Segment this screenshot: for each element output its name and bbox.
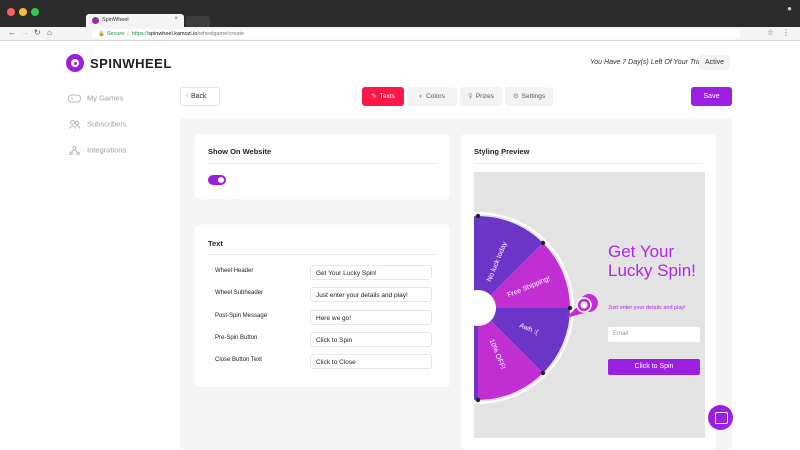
url-path: /wheelgame/create [197,31,244,37]
tab-texts[interactable]: ✎ Texts [362,87,404,106]
back-label: Back [191,93,207,100]
text-settings-title: Text [208,239,223,248]
url-host: spinwheel.kamozi.io [148,31,198,37]
divider [208,254,437,255]
forward-arrow-icon[interactable]: → [21,28,29,37]
pen-icon: ✎ [371,93,377,100]
tab-label: Settings [521,93,546,100]
integrations-icon [69,145,80,155]
sidebar-item-label: Subscribers [87,119,127,129]
home-icon[interactable]: ⌂ [47,28,52,37]
pre-spin-button-input[interactable]: Click to Spin [310,332,432,347]
maximize-window-icon[interactable] [31,8,39,16]
tab-title: SpinWheel [102,17,129,23]
bulb-icon: ⚲ [468,93,473,100]
close-window-icon[interactable] [7,8,15,16]
pre-spin-button-label: Pre-Spin Button [215,335,258,341]
divider [474,163,703,164]
minimize-window-icon[interactable] [19,8,27,16]
sidebar-item-integrations[interactable]: Integrations [68,145,126,155]
wheel-header-label: Wheel Header [215,268,254,274]
show-on-website-toggle[interactable] [208,175,226,185]
tab-close-icon[interactable]: × [174,16,178,22]
chat-icon[interactable] [708,405,733,430]
tab-label: Colors [426,93,445,100]
tab-colors[interactable]: ◐ Colors [407,87,457,106]
post-spin-message-input[interactable]: Here we go! [310,310,432,325]
bookmark-star-icon[interactable]: ☆ [766,28,774,37]
close-button-text-label: Close Button Text [215,357,262,363]
show-on-website-title: Show On Website [208,147,272,156]
secure-label: Secure [106,31,125,37]
url-field[interactable]: 🔒 Secure | https://spinwheel.kamozi.io/whee… [92,29,740,39]
browser-menu-icon[interactable]: ⋮ [782,28,790,37]
wheel-segment [478,308,570,373]
sidebar-item-label: My Games [87,93,124,103]
palette-icon: ◐ [419,93,424,100]
favicon-icon [92,17,99,24]
spin-wheel: No luck today Free Shipping! Awh :( 10% … [474,212,598,404]
preview-header: Get Your Lucky Spin! [608,242,696,280]
sidebar-item-my-games[interactable]: My Games [68,93,123,103]
reload-icon[interactable]: ↻ [34,28,41,37]
status-badge: Active [699,55,730,70]
preview-email-input[interactable]: Email [608,327,700,342]
gamepad-icon [68,94,81,103]
wheel-subheader-input[interactable]: Just enter your details and play! [310,287,432,302]
divider [208,163,437,164]
sidebar-item-label: Integrations [87,145,127,155]
sidebar-item-subscribers[interactable]: Subscribers [68,119,127,129]
wheel-segment [478,243,570,308]
wheel-subheader-label: Wheel Subheader [215,290,264,296]
new-tab-button[interactable] [186,16,210,27]
spinwheel-logo-icon [66,54,84,72]
show-on-website-card [195,134,450,199]
profile-icon[interactable]: ● [787,4,792,13]
trial-notice: You Have 7 Day(s) Left Of Your Trial [590,59,703,66]
address-bar: ← → ↻ ⌂ 🔒 Secure | https://spinwheel.kamozi… [0,27,800,41]
wheel-segment [478,216,543,308]
close-button-text-input[interactable]: Click to Close [310,354,432,369]
url-scheme: https:// [131,31,149,37]
preview-subheader: Just enter your details and play! [608,305,686,311]
save-button[interactable]: Save [691,87,732,106]
browser-tab[interactable]: SpinWheel × [86,14,184,27]
back-button[interactable]: ‹ Back [180,87,220,106]
preview-spin-button[interactable]: Click to Spin [608,359,700,375]
tab-settings[interactable]: ⚙ Settings [505,87,553,106]
users-icon [68,119,81,129]
lock-icon: 🔒 [98,31,105,37]
styling-preview-title: Styling Preview [474,147,530,156]
gear-icon: ⚙ [512,93,519,100]
tab-label: Texts [379,93,395,100]
brand-name: SPINWHEEL [90,56,172,71]
wheel-preview: No luck today Free Shipping! Awh :( 10% … [474,172,705,438]
tab-prizes[interactable]: ⚲ Prizes [460,87,502,106]
post-spin-message-label: Post-Spin Message [215,313,268,319]
wheel-segment [478,308,543,400]
tab-label: Prizes [475,93,494,100]
browser-titlebar: SpinWheel × ● [0,0,800,27]
chevron-left-icon: ‹ [186,92,189,99]
wheel-header-input[interactable]: Get Your Lucky Spin! [310,265,432,280]
back-arrow-icon[interactable]: ← [8,28,16,37]
wheel-pointer-icon [566,294,598,318]
